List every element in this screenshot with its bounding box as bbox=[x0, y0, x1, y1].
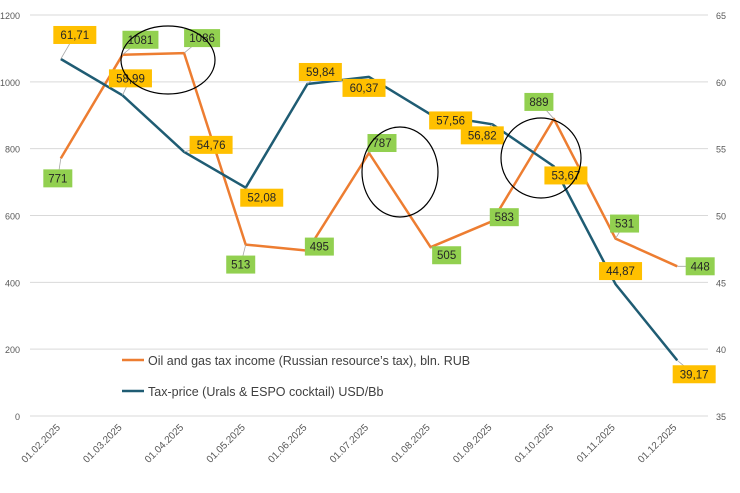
tax-price-data-label: 57,56 bbox=[436, 115, 465, 127]
tax-income-data-label: 448 bbox=[691, 261, 710, 273]
tax-income-label-box bbox=[432, 246, 462, 265]
right-tick-label: 50 bbox=[716, 212, 726, 222]
tax-price-data-label: 52,08 bbox=[247, 193, 276, 205]
right-tick-label: 65 bbox=[716, 11, 726, 21]
x-tick-label: 01.06.2025 bbox=[266, 422, 309, 465]
tax-price-data-label: 44,87 bbox=[606, 266, 635, 278]
legend: Oil and gas tax income (Russian resource… bbox=[122, 354, 470, 399]
right-tick-label: 35 bbox=[716, 412, 726, 422]
right-tick-label: 55 bbox=[716, 145, 726, 155]
tax-income-label-box bbox=[122, 30, 159, 49]
tax-price-label-box bbox=[460, 126, 504, 145]
tax-price-label-box bbox=[189, 135, 233, 154]
x-tick-label: 01.02.2025 bbox=[20, 422, 63, 465]
tax-price-label-box bbox=[240, 188, 284, 207]
tax-income-label-box bbox=[184, 29, 221, 48]
tax-price-label-box bbox=[108, 69, 152, 88]
tax-price-label-box bbox=[599, 262, 643, 281]
tax-price-data-label: 39,17 bbox=[680, 369, 709, 381]
highlight-circles bbox=[120, 25, 582, 218]
tax-income-data-label: 495 bbox=[310, 242, 329, 254]
tax-income-data-label: 583 bbox=[495, 212, 514, 224]
tax-income-label-box bbox=[489, 208, 519, 227]
series-line-tax-price bbox=[60, 57, 679, 362]
tax-price-label-box bbox=[53, 25, 97, 44]
tax-price-label-box bbox=[342, 78, 386, 97]
tax-income-label-box bbox=[685, 257, 715, 276]
tax-price-label-box bbox=[429, 111, 473, 130]
tax-income-data-label: 787 bbox=[372, 138, 391, 150]
left-tick-label: 400 bbox=[5, 278, 20, 288]
tax-price-data-label: 56,82 bbox=[468, 130, 497, 142]
x-tick-label: 01.04.2025 bbox=[143, 422, 186, 465]
tax-income-label-box bbox=[226, 255, 256, 274]
tax-income-label-box bbox=[524, 92, 554, 111]
tax-price-label-box bbox=[672, 365, 716, 384]
tax-price-data-label: 54,76 bbox=[197, 140, 226, 152]
tax-price-label-box bbox=[298, 62, 342, 81]
left-tick-label: 0 bbox=[15, 412, 20, 422]
tax-income-data-label: 771 bbox=[48, 173, 67, 185]
data-labels: 771 1081 1086 513 495 787 505 583 889 531 448 61,71… bbox=[43, 25, 716, 384]
right-tick-label: 40 bbox=[716, 345, 726, 355]
tax-price-data-label: 53,67 bbox=[552, 170, 581, 182]
tax-price-data-label: 61,71 bbox=[60, 30, 89, 42]
series-lines bbox=[59, 51, 679, 362]
left-tick-label: 1000 bbox=[0, 78, 20, 88]
tax-income-data-label: 1086 bbox=[189, 33, 215, 45]
left-tick-label: 600 bbox=[5, 212, 20, 222]
tax-income-data-label: 889 bbox=[529, 97, 548, 109]
right-tick-label: 45 bbox=[716, 278, 726, 288]
left-tick-label: 1200 bbox=[0, 11, 20, 21]
tax-income-data-label: 1081 bbox=[128, 35, 154, 47]
tax-income-label-box bbox=[304, 237, 334, 256]
tax-income-data-label: 531 bbox=[615, 219, 634, 231]
tax-income-label-box bbox=[610, 214, 640, 233]
x-tick-label: 01.12.2025 bbox=[636, 422, 679, 465]
highlight-circle bbox=[361, 126, 439, 218]
x-tick-label: 01.10.2025 bbox=[513, 422, 556, 465]
right-y-axis: 35 40 45 50 55 60 65 bbox=[716, 11, 726, 422]
tax-price-label-box bbox=[544, 166, 588, 185]
legend-entry: Oil and gas tax income (Russian resource… bbox=[148, 354, 470, 368]
x-tick-label: 01.05.2025 bbox=[205, 422, 248, 465]
tax-income-label-box bbox=[43, 169, 73, 188]
left-tick-label: 200 bbox=[5, 345, 20, 355]
x-tick-label: 01.09.2025 bbox=[451, 422, 494, 465]
x-tick-label: 01.11.2025 bbox=[575, 422, 618, 465]
legend-entry: Tax-price (Urals & ESPO cocktail) USD/Bb bbox=[148, 385, 384, 399]
tax-price-data-label: 60,37 bbox=[350, 83, 379, 95]
tax-price-data-label: 59,84 bbox=[306, 67, 335, 79]
highlight-circle bbox=[500, 117, 582, 199]
x-tick-label: 01.07.2025 bbox=[328, 422, 371, 465]
x-axis: 01.02.2025 01.03.2025 01.04.2025 01.05.2025… bbox=[20, 422, 680, 465]
x-tick-label: 01.08.2025 bbox=[390, 422, 433, 465]
right-tick-label: 60 bbox=[716, 78, 726, 88]
tax-price-data-label: 58,99 bbox=[116, 73, 145, 85]
left-tick-label: 800 bbox=[5, 145, 20, 155]
left-y-axis: 0 200 400 600 800 1000 1200 bbox=[0, 11, 20, 422]
tax-income-data-label: 513 bbox=[231, 260, 250, 272]
tax-income-data-label: 505 bbox=[437, 250, 456, 262]
x-tick-label: 01.03.2025 bbox=[81, 422, 124, 465]
highlight-circle bbox=[120, 25, 216, 95]
